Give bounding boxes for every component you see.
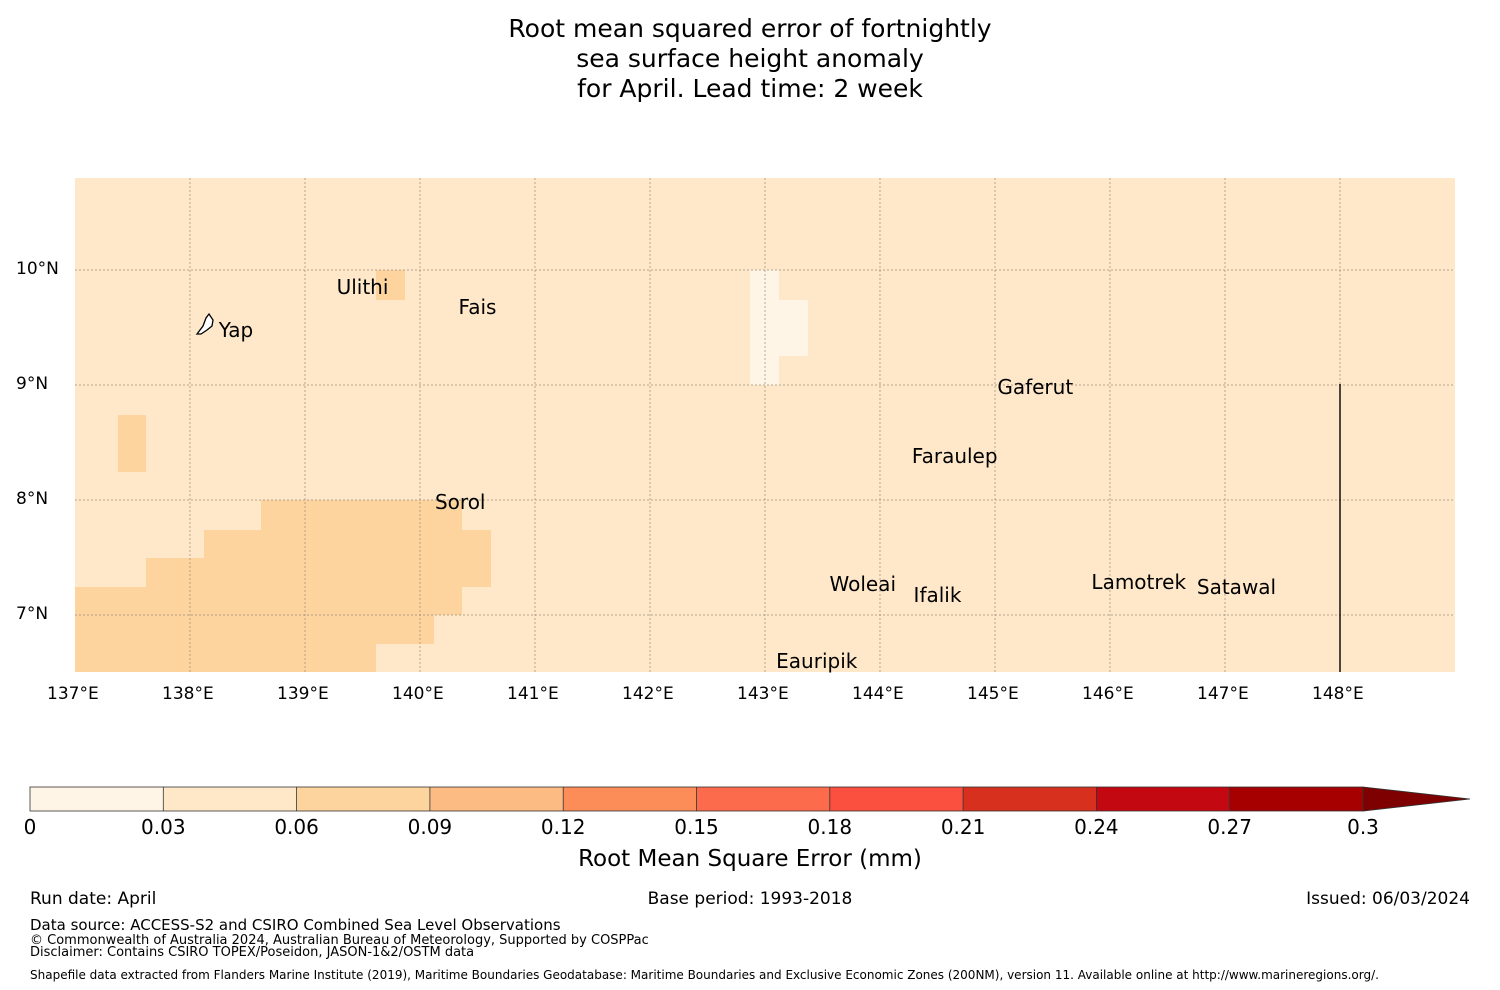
colorbar-tick-label: 0.09 <box>407 815 453 839</box>
error-cell-high <box>118 415 146 472</box>
place-label-ifalik: Ifalik <box>913 583 962 608</box>
latitude-tick-label: 8°N <box>16 489 49 509</box>
yap-island-shape <box>195 312 214 335</box>
place-label-satawal: Satawal <box>1196 575 1277 600</box>
map-features <box>195 312 1341 672</box>
map-title: Root mean squared error of fortnightly s… <box>0 14 1500 104</box>
place-label-fais: Fais <box>458 294 497 319</box>
colorbar-tick-label: 0.03 <box>141 815 186 839</box>
longitude-tick-label: 143°E <box>737 684 789 704</box>
place-label-sorol: Sorol <box>434 490 486 515</box>
longitude-tick-label: 137°E <box>47 684 99 704</box>
copyright: © Commonwealth of Australia 2024, Austra… <box>30 933 649 948</box>
title-line-2: sea surface height anomaly <box>576 44 924 73</box>
latitude-tick-label: 9°N <box>16 374 49 394</box>
shapefile-credit: Shapefile data extracted from Flanders M… <box>30 968 1379 982</box>
longitude-tick-label: 146°E <box>1082 684 1134 704</box>
place-label-woleai: Woleai <box>829 571 896 596</box>
place-label-ulithi: Ulithi <box>336 275 389 300</box>
colorbar-bin <box>163 787 297 811</box>
place-label-faraulep: Faraulep <box>911 444 998 469</box>
base-period: Base period: 1993-2018 <box>647 889 853 909</box>
longitude-tick-label: 145°E <box>967 684 1019 704</box>
graticule <box>75 178 1455 672</box>
run-date: Run date: April <box>30 889 157 909</box>
colorbar-bin <box>1096 787 1230 811</box>
error-cell-low <box>750 270 779 385</box>
colorbar-bin <box>1229 787 1363 811</box>
place-label-eauripik: Eauripik <box>776 649 858 673</box>
place-label-gaferut: Gaferut <box>997 375 1074 400</box>
longitude-tick-label: 147°E <box>1197 684 1249 704</box>
colorbar-tick-label: 0.21 <box>940 815 986 839</box>
longitude-tick-label: 142°E <box>622 684 674 704</box>
longitude-tick-label: 148°E <box>1312 684 1364 704</box>
place-label-lamotrek: Lamotrek <box>1091 569 1187 594</box>
error-cell-low <box>779 300 808 356</box>
colorbar-bin <box>696 787 830 811</box>
colorbar-label: Root Mean Square Error (mm) <box>578 846 922 872</box>
data-source: Data source: ACCESS-S2 and CSIRO Combine… <box>30 916 561 934</box>
colorbar-tick-label: 0.06 <box>274 815 319 839</box>
latitude-tick-label: 7°N <box>16 604 49 624</box>
longitude-tick-label: 140°E <box>392 684 444 704</box>
colorbar-bin <box>963 787 1097 811</box>
title-line-3: for April. Lead time: 2 week <box>577 74 923 103</box>
disclaimer: Disclaimer: Contains CSIRO TOPEX/Poseido… <box>30 945 475 960</box>
colorbar-tick-label: 0 <box>23 815 37 839</box>
colorbar-tick-label: 0.3 <box>1347 815 1379 839</box>
colorbar-extend-arrow <box>1362 786 1471 812</box>
longitude-tick-label: 139°E <box>277 684 329 704</box>
issued-date: Issued: 06/03/2024 <box>1306 889 1470 909</box>
error-cell-high <box>376 270 405 300</box>
colorbar-tick-label: 0.24 <box>1074 815 1119 839</box>
colorbar-bin <box>429 787 564 811</box>
longitude-tick-label: 141°E <box>507 684 559 704</box>
longitude-tick-label: 144°E <box>852 684 904 704</box>
latitude-tick-label: 10°N <box>16 259 59 279</box>
colorbar-tick-label: 0.18 <box>807 815 853 839</box>
colorbar-bin <box>30 787 164 811</box>
colorbar-tick-label: 0.27 <box>1207 815 1252 839</box>
title-line-1: Root mean squared error of fortnightly <box>508 14 992 43</box>
colorbar-bin <box>563 787 697 811</box>
colorbar-bin <box>829 787 964 811</box>
longitude-tick-label: 138°E <box>162 684 214 704</box>
place-label-yap: Yap <box>218 317 254 342</box>
colorbar-tick-label: 0.15 <box>674 815 719 839</box>
error-field <box>75 178 1455 672</box>
colorbar-bin <box>296 787 430 811</box>
error-region-high <box>75 500 491 672</box>
colorbar-tick-label: 0.12 <box>540 815 586 839</box>
